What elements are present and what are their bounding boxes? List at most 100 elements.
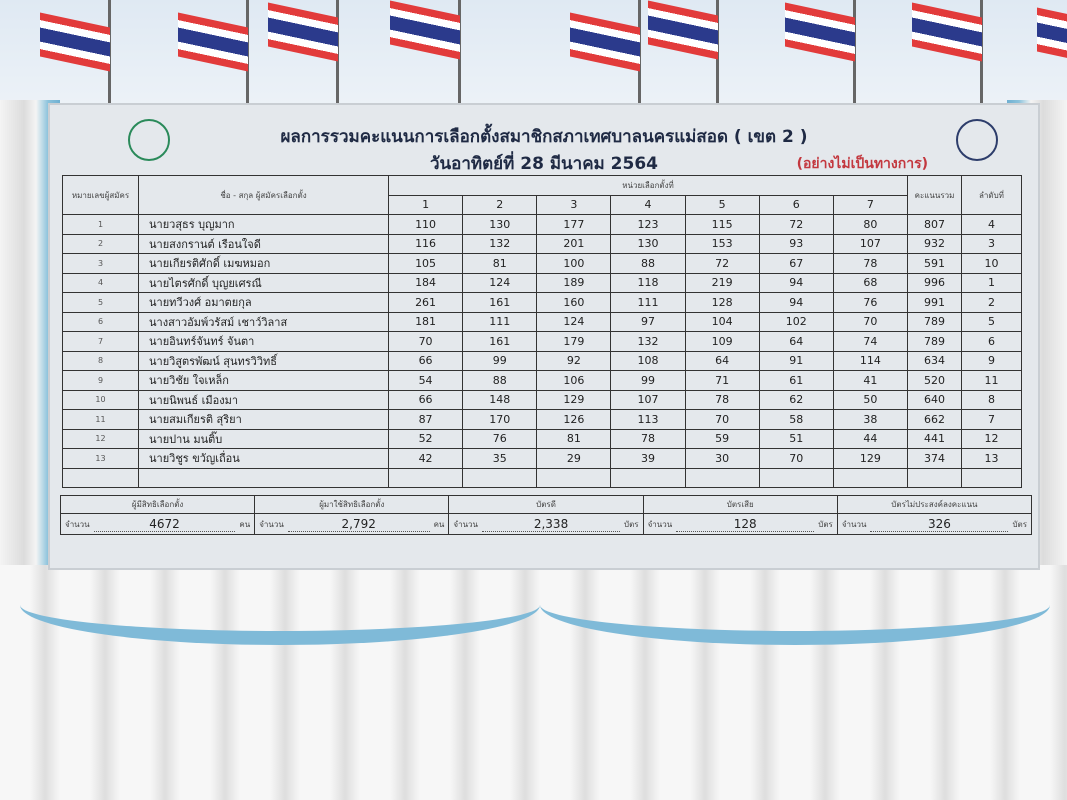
unit-votes: 80 <box>832 214 909 235</box>
unit-votes: 76 <box>462 428 538 449</box>
unit-votes: 94 <box>758 272 834 293</box>
unit-votes: 42 <box>387 448 464 469</box>
unit-votes: 105 <box>387 253 464 274</box>
unit-votes: 70 <box>758 448 834 469</box>
candidate-number: 5 <box>62 292 139 313</box>
total-votes: 996 <box>907 272 962 293</box>
unit-votes: 161 <box>462 331 538 352</box>
candidate-number: 1 <box>62 214 139 235</box>
rank: 8 <box>961 389 1022 410</box>
total-votes: 789 <box>907 331 962 352</box>
table-row: 1 นายวสุธร บุญมาก 110 130 177 123 115 72 80 807 4 <box>62 214 1022 235</box>
unit-votes: 39 <box>610 448 686 469</box>
unit-votes: 116 <box>387 233 464 254</box>
header-name: ชื่อ - สกุล ผู้สมัครเลือกตั้ง <box>138 175 389 215</box>
summary-unit: คน <box>433 519 445 529</box>
unit-votes: 148 <box>462 389 538 410</box>
unit-votes: 106 <box>536 370 612 391</box>
summary-label: บัตรเสีย <box>643 496 837 514</box>
total-votes: 807 <box>907 214 962 235</box>
summary-cell: ผู้มีสิทธิเลือกตั้ง จำนวน 4672 คน <box>61 496 256 534</box>
unit-votes: 129 <box>832 448 909 469</box>
unit-votes: 88 <box>462 370 538 391</box>
unit-votes: 160 <box>536 292 612 313</box>
unit-votes: 70 <box>832 311 909 332</box>
candidate-name: นายสมเกียรติ สุริยา <box>138 409 389 430</box>
total-votes: 789 <box>907 311 962 332</box>
summary-value: 326 <box>870 517 1009 532</box>
unit-votes: 67 <box>758 253 834 274</box>
candidate-name: นายอินทร์จันทร์ จันตา <box>138 331 389 352</box>
unit-votes: 109 <box>684 331 760 352</box>
table-row: 3 นายเกียรติศักดิ์ เมฆหมอก 105 81 100 88 72 67 7… <box>62 253 1022 274</box>
total-votes: 441 <box>907 428 962 449</box>
empty-row <box>62 467 1022 488</box>
unit-votes: 35 <box>462 448 538 469</box>
unit-votes: 64 <box>758 331 834 352</box>
thai-flag <box>268 2 338 62</box>
candidate-name: นายวิชัย ใจเหล็ก <box>138 370 389 391</box>
summary-bar: ผู้มีสิทธิเลือกตั้ง จำนวน 4672 คน ผู้มาใช้สิ… <box>60 495 1032 535</box>
summary-unit: คน <box>239 519 251 529</box>
total-votes: 991 <box>907 292 962 313</box>
unit-votes: 124 <box>536 311 612 332</box>
unit-votes: 94 <box>758 292 834 313</box>
summary-unit: บัตร <box>624 519 639 529</box>
unit-votes: 51 <box>758 428 834 449</box>
summary-prefix: จำนวน <box>65 519 90 529</box>
unit-votes: 161 <box>462 292 538 313</box>
unit-votes: 71 <box>684 370 760 391</box>
unit-votes: 110 <box>387 214 464 235</box>
summary-unit: บัตร <box>1012 519 1028 529</box>
results-table: หมายเลขผู้สมัคร ชื่อ - สกุล ผู้สมัครเลือ… <box>62 175 1022 488</box>
unit-votes: 88 <box>610 253 686 274</box>
header-rank: ลำดับที่ <box>961 175 1022 215</box>
unit-votes: 58 <box>758 409 834 430</box>
candidate-name: นายนิพนธ์ เมืองมา <box>138 389 389 410</box>
rank: 1 <box>961 272 1022 293</box>
unit-header: 5 <box>684 194 760 215</box>
unit-votes: 78 <box>610 428 686 449</box>
unit-votes: 261 <box>387 292 464 313</box>
unit-votes: 64 <box>684 350 760 371</box>
summary-value: 128 <box>676 517 815 532</box>
thai-flag <box>648 0 718 60</box>
unit-votes: 129 <box>536 389 612 410</box>
thai-flag <box>390 0 460 60</box>
header-units: หน่วยเลือกตั้งที่ <box>388 175 908 196</box>
candidate-number: 10 <box>62 389 139 410</box>
municipality-logo <box>128 119 170 161</box>
summary-label: ผู้มาใช้สิทธิเลือกตั้ง <box>255 496 449 514</box>
thai-flag <box>912 2 982 62</box>
unit-header: 4 <box>610 194 686 215</box>
drape-swag <box>20 565 540 645</box>
unit-votes: 181 <box>387 311 464 332</box>
unit-votes: 72 <box>758 214 834 235</box>
unit-votes: 126 <box>536 409 612 430</box>
candidate-name: นายสงกรานต์ เรือนใจดี <box>138 233 389 254</box>
unit-votes: 111 <box>610 292 686 313</box>
thai-flag <box>40 12 110 72</box>
unit-votes: 102 <box>758 311 834 332</box>
candidate-number: 9 <box>62 370 139 391</box>
unit-votes: 111 <box>462 311 538 332</box>
summary-prefix: จำนวน <box>453 519 479 529</box>
total-votes: 520 <box>907 370 962 391</box>
unit-votes: 76 <box>832 292 909 313</box>
total-votes: 374 <box>907 448 962 469</box>
rank: 6 <box>961 331 1022 352</box>
candidate-name: นายวิสูตรพัฒน์ สุนทรวิวิทธิ์ <box>138 350 389 371</box>
unit-votes: 99 <box>610 370 686 391</box>
header-number: หมายเลขผู้สมัคร <box>62 175 139 215</box>
unit-header: 2 <box>462 194 538 215</box>
results-board: ผลการรวมคะแนนการเลือกตั้งสมาชิกสภาเทศบาล… <box>48 103 1040 570</box>
unit-votes: 99 <box>462 350 538 371</box>
rank: 12 <box>961 428 1022 449</box>
unit-votes: 81 <box>462 253 538 274</box>
unit-votes: 78 <box>832 253 909 274</box>
unit-votes: 78 <box>684 389 760 410</box>
unit-votes: 81 <box>536 428 612 449</box>
table-row: 13 นายวิชูร ขวัญเถื่อน 42 35 29 39 30 70 129 374 1… <box>62 448 1022 469</box>
candidate-number: 12 <box>62 428 139 449</box>
table-row: 10 นายนิพนธ์ เมืองมา 66 148 129 107 78 62 50 640 8 <box>62 389 1022 410</box>
